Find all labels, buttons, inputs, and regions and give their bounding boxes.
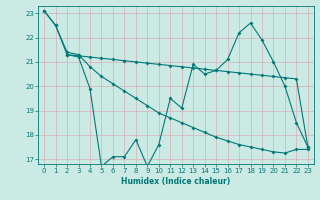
X-axis label: Humidex (Indice chaleur): Humidex (Indice chaleur) bbox=[121, 177, 231, 186]
